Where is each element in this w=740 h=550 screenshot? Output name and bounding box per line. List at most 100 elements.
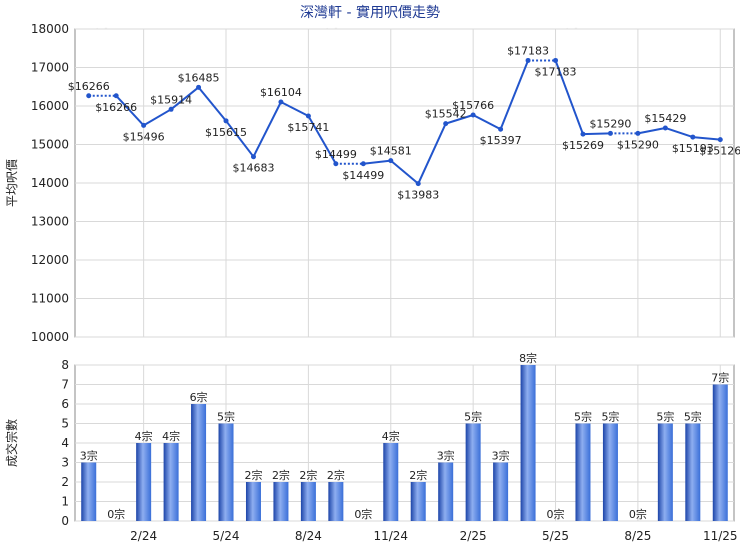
price-line-segment-10 [363, 159, 391, 165]
volume-label-22: 5宗 [684, 410, 702, 424]
price-point-10 [360, 161, 366, 167]
volume-label-11: 4宗 [382, 429, 400, 443]
line-y-tick-7: 17000 [31, 61, 69, 75]
price-point-17 [553, 57, 559, 63]
line-y-tick-4: 14000 [31, 176, 69, 190]
price-label-17: $17183 [535, 65, 577, 78]
price-line-segment-21 [665, 127, 694, 139]
volume-label-1: 0宗 [107, 507, 125, 521]
price-point-8 [305, 113, 311, 119]
volume-label-7: 2宗 [272, 468, 290, 482]
volume-bar-panel: 成交宗數 0 1 2 3 4 5 6 7 8 2/24 5/24 8/24 11/24 2/25 5/25 8… [4, 351, 738, 543]
price-line-segment-4 [197, 86, 227, 122]
price-point-4 [196, 84, 202, 90]
price-line-segment-8 [307, 115, 337, 165]
line-y-tick-5: 15000 [31, 138, 69, 152]
volume-label-9: 2宗 [327, 468, 345, 482]
price-line-segment-20 [637, 127, 666, 135]
price-label-14: $15766 [452, 99, 494, 112]
volume-label-14: 5宗 [464, 410, 482, 424]
price-label-19: $15290 [589, 117, 631, 130]
line-y-tick-3: 13000 [31, 215, 69, 229]
price-line-segment-18 [582, 132, 611, 136]
price-label-21: $15429 [644, 112, 686, 125]
price-label-23: $15126 [699, 145, 740, 158]
volume-label-5: 5宗 [217, 410, 235, 424]
bar-y-tick-2: 2 [61, 475, 69, 489]
price-point-15 [498, 126, 504, 132]
price-line-segment-11 [390, 159, 419, 185]
price-point-9 [333, 161, 339, 167]
bar-y-tick-0: 0 [61, 514, 69, 528]
volume-label-15: 3宗 [492, 449, 510, 463]
price-label-8: $15741 [287, 121, 329, 134]
volume-bar-12 [410, 482, 426, 521]
price-label-12: $13983 [397, 189, 439, 202]
volume-bar-3 [163, 443, 179, 521]
volume-bar-0 [81, 462, 97, 521]
line-y-tick-2: 12000 [31, 253, 69, 267]
price-line-segment-1 [115, 95, 145, 127]
volume-bar-5 [218, 423, 234, 521]
x-tick-0: 2/24 [130, 529, 157, 543]
x-tick-6: 8/25 [624, 529, 651, 543]
price-point-2 [141, 122, 147, 128]
x-tick-2: 8/24 [295, 529, 322, 543]
volume-label-19: 5宗 [601, 410, 619, 424]
price-point-16 [525, 57, 531, 63]
price-line-segment-5 [225, 120, 255, 158]
price-label-7: $16104 [260, 86, 302, 99]
price-point-18 [580, 131, 586, 137]
price-label-11: $14581 [370, 145, 412, 158]
bar-y-tick-6: 6 [61, 397, 69, 411]
price-line-panel: 平均呎價 10000 11000 12000 13000 14000 15000 16000… [5, 22, 740, 344]
price-line-segment-22 [692, 136, 721, 141]
price-point-1 [113, 93, 119, 99]
volume-label-23: 7宗 [711, 371, 729, 385]
volume-bar-15 [493, 462, 509, 521]
price-label-4: $16485 [178, 71, 220, 84]
line-y-tick-1: 11000 [31, 292, 69, 306]
bar-y-tick-7: 7 [61, 378, 69, 392]
x-tick-7: 11/25 [703, 529, 738, 543]
price-point-5 [223, 118, 229, 124]
bar-y-tick-3: 3 [61, 456, 69, 470]
price-point-14 [470, 112, 476, 118]
price-label-10: $14499 [342, 169, 384, 182]
price-label-22: $15193 [672, 142, 714, 155]
x-tick-4: 2/25 [460, 529, 487, 543]
volume-label-4: 6宗 [190, 390, 208, 404]
price-point-19 [607, 130, 613, 136]
volume-bar-21 [657, 423, 673, 521]
volume-label-3: 4宗 [162, 429, 180, 443]
bar-y-tick-8: 8 [61, 358, 69, 372]
price-point-6 [250, 154, 256, 160]
price-point-12 [415, 181, 421, 187]
volume-bar-19 [602, 423, 618, 521]
volume-label-0: 3宗 [80, 449, 98, 463]
bar-y-tick-4: 4 [61, 436, 69, 450]
x-tick-1: 5/24 [213, 529, 240, 543]
price-point-22 [690, 134, 696, 140]
bar-y-tick-1: 1 [61, 495, 69, 509]
price-label-9: $14499 [315, 148, 357, 161]
price-line-segment-6 [252, 101, 282, 158]
volume-label-18: 5宗 [574, 410, 592, 424]
price-label-1: $16266 [95, 101, 137, 114]
price-line-segment-17 [554, 60, 584, 135]
price-point-13 [443, 121, 449, 127]
price-point-7 [278, 99, 284, 105]
line-y-tick-0: 10000 [31, 330, 69, 344]
chart-title: 深灣軒 - 實用呎價走勢 [300, 4, 440, 21]
volume-label-17: 0宗 [547, 507, 565, 521]
volume-bar-13 [438, 462, 454, 521]
volume-bar-22 [685, 423, 701, 521]
bar-y-axis-label: 成交宗數 [4, 419, 19, 467]
price-label-15: $15397 [480, 134, 522, 147]
volume-label-10: 0宗 [354, 507, 372, 521]
volume-bar-11 [383, 443, 399, 521]
price-point-20 [635, 130, 641, 136]
volume-label-20: 0宗 [629, 507, 647, 521]
price-label-6: $14683 [232, 162, 274, 175]
volume-bar-16 [520, 365, 536, 521]
